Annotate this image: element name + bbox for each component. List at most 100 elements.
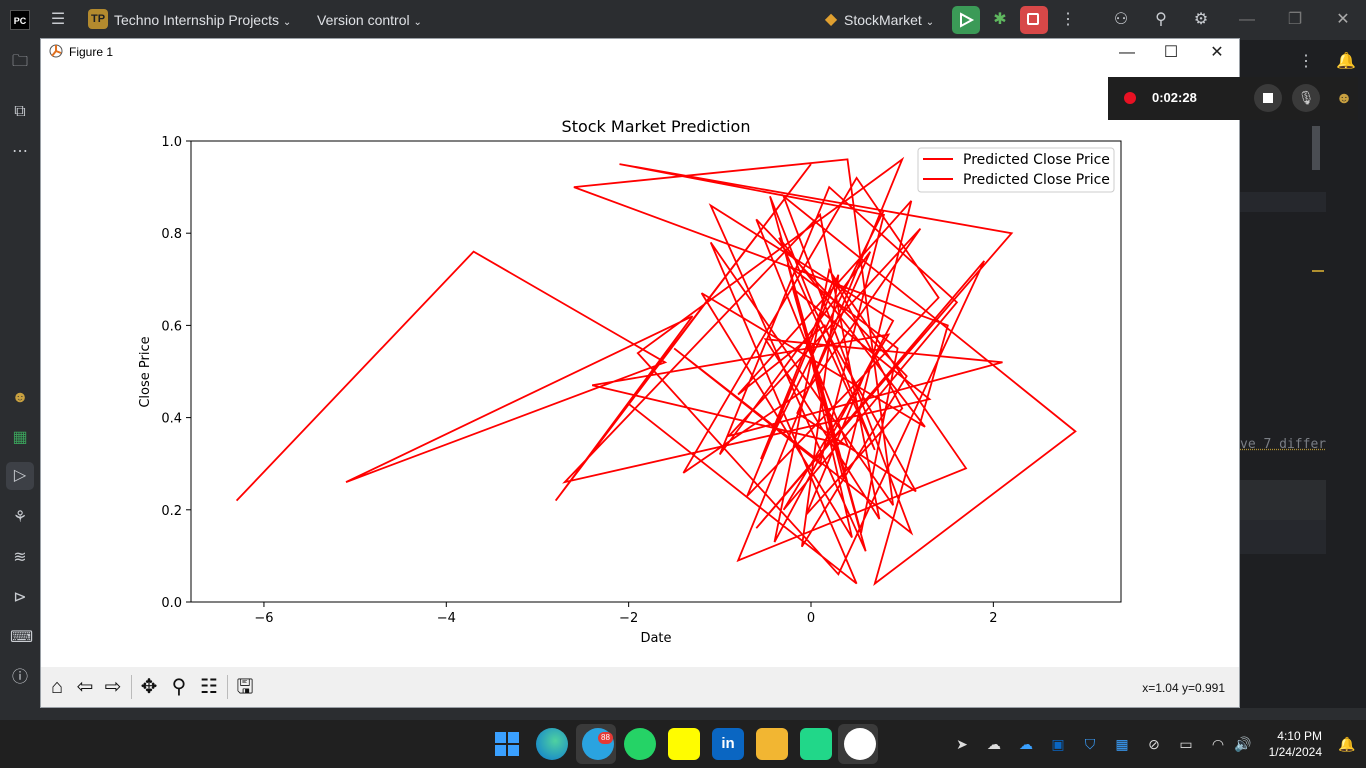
- telegram-tray-icon[interactable]: ➤: [956, 736, 968, 752]
- editor-line-highlight: [1240, 192, 1326, 212]
- chevron-down-icon: ⌄: [925, 17, 935, 28]
- run-config-selector[interactable]: StockMarket ⌄: [844, 12, 934, 28]
- axes-frame: [190, 140, 1122, 603]
- toolbar-separator: [227, 675, 228, 699]
- avatar-icon[interactable]: ☻: [11, 389, 29, 406]
- project-selector[interactable]: Techno Internship Projects ⌄: [114, 12, 291, 28]
- code-fragment: ve 7 differ: [1240, 437, 1326, 452]
- debug-icon[interactable]: ✱: [993, 11, 1007, 28]
- x-axis-label: Date: [640, 631, 671, 646]
- system-clock[interactable]: 4:10 PM 1/24/2024: [1269, 728, 1322, 760]
- file-explorer-icon[interactable]: [756, 728, 788, 760]
- display-icon[interactable]: ▭: [1179, 736, 1193, 752]
- run-icon: ▷: [13, 467, 27, 484]
- editor-scrollbar[interactable]: [1312, 126, 1320, 170]
- search-icon[interactable]: ⚲: [1155, 11, 1167, 28]
- code-with-me-icon[interactable]: ⚇: [1113, 11, 1129, 28]
- save-figure-icon[interactable]: 🖫: [236, 676, 254, 698]
- bluetooth-off-icon[interactable]: ⊘: [1148, 736, 1160, 752]
- ide-titlebar: PC ☰ TP Techno Internship Projects ⌄ Ver…: [0, 0, 1366, 40]
- x-tick-label: 2: [989, 611, 997, 626]
- figure-title: Figure 1: [69, 45, 114, 59]
- legend-label-1: Predicted Close Price: [963, 152, 1110, 168]
- linkedin-tray-icon[interactable]: ▣: [1051, 736, 1065, 752]
- figure-maximize-icon[interactable]: ☐: [1163, 44, 1179, 61]
- python-figure-icon[interactable]: [844, 728, 876, 760]
- x-tick-label: 0: [807, 611, 815, 626]
- y-tick-label: 0.0: [161, 596, 182, 611]
- app-tray-icon[interactable]: ▦: [1115, 736, 1129, 752]
- recording-elapsed: 0:02:28: [1152, 90, 1197, 105]
- pycharm-icon[interactable]: [800, 728, 832, 760]
- stop-recording-button[interactable]: [1254, 84, 1282, 112]
- figure-window: Figure 1 — ☐ ✕ −6 −4 −2 0 2 0.0 0.2 0.4 0.6 0.8 1…: [40, 38, 1240, 708]
- linkedin-icon[interactable]: in: [712, 728, 744, 760]
- stop-button[interactable]: [1020, 6, 1048, 34]
- screen-recorder-bar: 0:02:28 🎙 ☻: [1108, 77, 1358, 120]
- windows-start-icon[interactable]: [495, 732, 519, 756]
- terminal-icon[interactable]: ⌨: [10, 629, 34, 646]
- python-file-icon: ◆: [824, 11, 838, 28]
- editor-panel: [1240, 520, 1326, 554]
- x-axis-ticks: −6 −4 −2 0 2: [254, 602, 997, 626]
- chart-title: Stock Market Prediction: [562, 117, 751, 136]
- editor-more-icon[interactable]: ⋮: [1298, 53, 1314, 70]
- y-axis-ticks: 0.0 0.2 0.4 0.6 0.8 1.0: [161, 135, 191, 611]
- onedrive-icon[interactable]: ☁: [1019, 736, 1033, 752]
- more-actions-icon[interactable]: ⋮: [1060, 11, 1076, 28]
- configure-subplots-icon[interactable]: ☷: [200, 676, 218, 698]
- restore-icon[interactable]: ❐: [1287, 11, 1303, 28]
- plot-canvas[interactable]: −6 −4 −2 0 2 0.0 0.2 0.4 0.6 0.8 1.0 Stock Market…: [41, 67, 1239, 667]
- chevron-down-icon: ⌄: [282, 17, 292, 28]
- wifi-icon[interactable]: ◠: [1211, 736, 1225, 752]
- rerun-button[interactable]: [952, 6, 980, 34]
- structure-icon[interactable]: ⧉: [14, 103, 26, 120]
- rerun-icon: [960, 12, 975, 28]
- whatsapp-icon[interactable]: [624, 728, 656, 760]
- x-tick-label: −2: [619, 611, 638, 626]
- zoom-magnifier-icon[interactable]: ⚲: [171, 676, 187, 698]
- y-tick-label: 0.4: [161, 412, 182, 427]
- excel-icon[interactable]: ▦: [12, 429, 28, 446]
- settings-gear-icon[interactable]: ⚙: [1193, 11, 1209, 28]
- editor-area: ⋮ 🔔: [1240, 40, 1366, 708]
- edge-icon[interactable]: [536, 728, 568, 760]
- editor-scroll-marker: [1312, 270, 1324, 272]
- vcs-menu[interactable]: Version control ⌄: [317, 12, 422, 28]
- tool-window-strip: 🗀 ⧉ ⋯ ☻ ▦ ▷ ⚘ ≋ ⊳ ⌨ ⓘ: [0, 40, 40, 708]
- figure-close-icon[interactable]: ✕: [1210, 44, 1224, 61]
- layers-icon[interactable]: ≋: [13, 549, 27, 566]
- cloud-sync-icon[interactable]: ☁: [987, 736, 1001, 752]
- x-tick-label: −4: [437, 611, 456, 626]
- more-icon[interactable]: ⋯: [12, 143, 28, 160]
- series-line-1: [235, 156, 1077, 586]
- snapchat-icon[interactable]: [668, 728, 700, 760]
- volume-icon[interactable]: 🔊: [1234, 736, 1252, 752]
- back-arrow-icon[interactable]: ⇦: [76, 676, 94, 698]
- services-icon[interactable]: ⊳: [13, 589, 27, 606]
- editor-panel: [1240, 480, 1326, 520]
- security-shield-icon[interactable]: ⛉: [1084, 736, 1096, 752]
- mute-mic-button[interactable]: 🎙: [1292, 84, 1320, 112]
- folder-icon[interactable]: 🗀: [11, 53, 28, 70]
- run-tool-button[interactable]: ▷: [6, 462, 34, 490]
- notification-bell-icon[interactable]: 🔔: [1338, 736, 1356, 752]
- legend: Predicted Close Price Predicted Close Pr…: [917, 147, 1115, 193]
- problems-icon[interactable]: ⓘ: [11, 669, 28, 686]
- avatar-icon[interactable]: ☻: [1335, 90, 1353, 107]
- python-console-icon[interactable]: ⚘: [12, 509, 28, 526]
- notifications-bell-icon[interactable]: 🔔: [1336, 53, 1356, 70]
- minimize-icon[interactable]: —: [1239, 11, 1255, 28]
- pan-move-icon[interactable]: ✥: [140, 676, 158, 698]
- close-icon[interactable]: ✕: [1336, 11, 1350, 28]
- clock-time: 4:10 PM: [1277, 729, 1322, 743]
- matplotlib-icon: [49, 44, 63, 58]
- figure-minimize-icon[interactable]: —: [1119, 44, 1135, 61]
- project-badge: TP: [88, 9, 108, 29]
- telegram-unread-badge: 88: [598, 732, 613, 744]
- main-menu-icon[interactable]: ☰: [50, 11, 66, 28]
- home-icon[interactable]: ⌂: [50, 676, 64, 698]
- project-name: Techno Internship Projects: [114, 12, 279, 28]
- forward-arrow-icon[interactable]: ⇨: [104, 676, 122, 698]
- pycharm-logo[interactable]: PC: [10, 10, 30, 30]
